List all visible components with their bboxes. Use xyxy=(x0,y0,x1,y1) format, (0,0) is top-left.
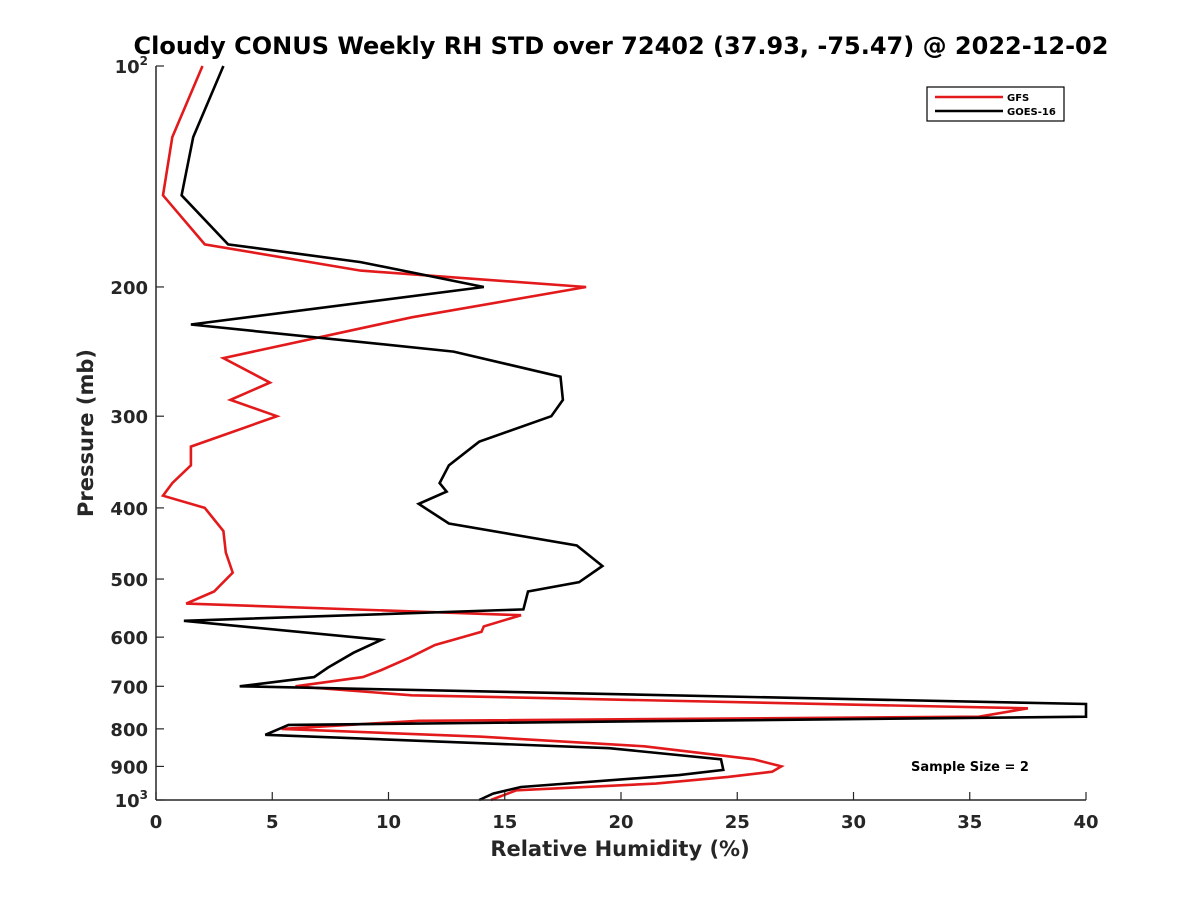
y-tick-label: 700 xyxy=(110,677,148,698)
series-line-goes16 xyxy=(180,65,1088,802)
y-tick-label: 900 xyxy=(110,757,148,778)
x-tick-label: 35 xyxy=(957,812,982,833)
x-tick-label: 40 xyxy=(1073,812,1098,833)
x-tick-label: 10 xyxy=(376,812,401,833)
series-layer xyxy=(160,65,1088,802)
chart-title: Cloudy CONUS Weekly RH STD over 72402 (3… xyxy=(134,32,1109,60)
y-tick-label: 200 xyxy=(110,278,148,299)
x-tick-label: 20 xyxy=(608,812,633,833)
y-tick-label: 400 xyxy=(110,499,148,520)
series-line-gfs xyxy=(160,65,1029,802)
y-axis-label: Pressure (mb) xyxy=(74,349,98,517)
legend-label-goes16: GOES-16 xyxy=(1007,107,1056,118)
legend-box xyxy=(926,86,1065,122)
x-tick-label: 30 xyxy=(841,812,866,833)
x-axis-label: Relative Humidity (%) xyxy=(490,837,749,861)
y-tick-label: 103 xyxy=(115,788,148,812)
x-ticks: 0 5 10 15 20 25 30 35 40 xyxy=(150,792,1099,833)
y-ticks: 102 200 300 400 500 600 700 800 900 103 xyxy=(110,54,164,812)
y-tick-label: 500 xyxy=(110,570,148,591)
y-tick-label: 300 xyxy=(110,407,148,428)
legend-label-gfs: GFS xyxy=(1007,93,1029,104)
x-tick-label: 15 xyxy=(492,812,517,833)
y-tick-label: 102 xyxy=(115,54,148,78)
y-tick-label: 800 xyxy=(110,720,148,741)
legend: GFS GOES-16 xyxy=(926,86,1065,122)
sample-size-annotation: Sample Size = 2 xyxy=(911,760,1029,775)
x-tick-label: 25 xyxy=(725,812,750,833)
x-tick-label: 0 xyxy=(150,812,163,833)
y-tick-label: 600 xyxy=(110,628,148,649)
x-tick-label: 5 xyxy=(266,812,279,833)
plot-area: 0 5 10 15 20 25 30 35 40 102 200 300 400 500 600 700 80… xyxy=(110,54,1098,833)
